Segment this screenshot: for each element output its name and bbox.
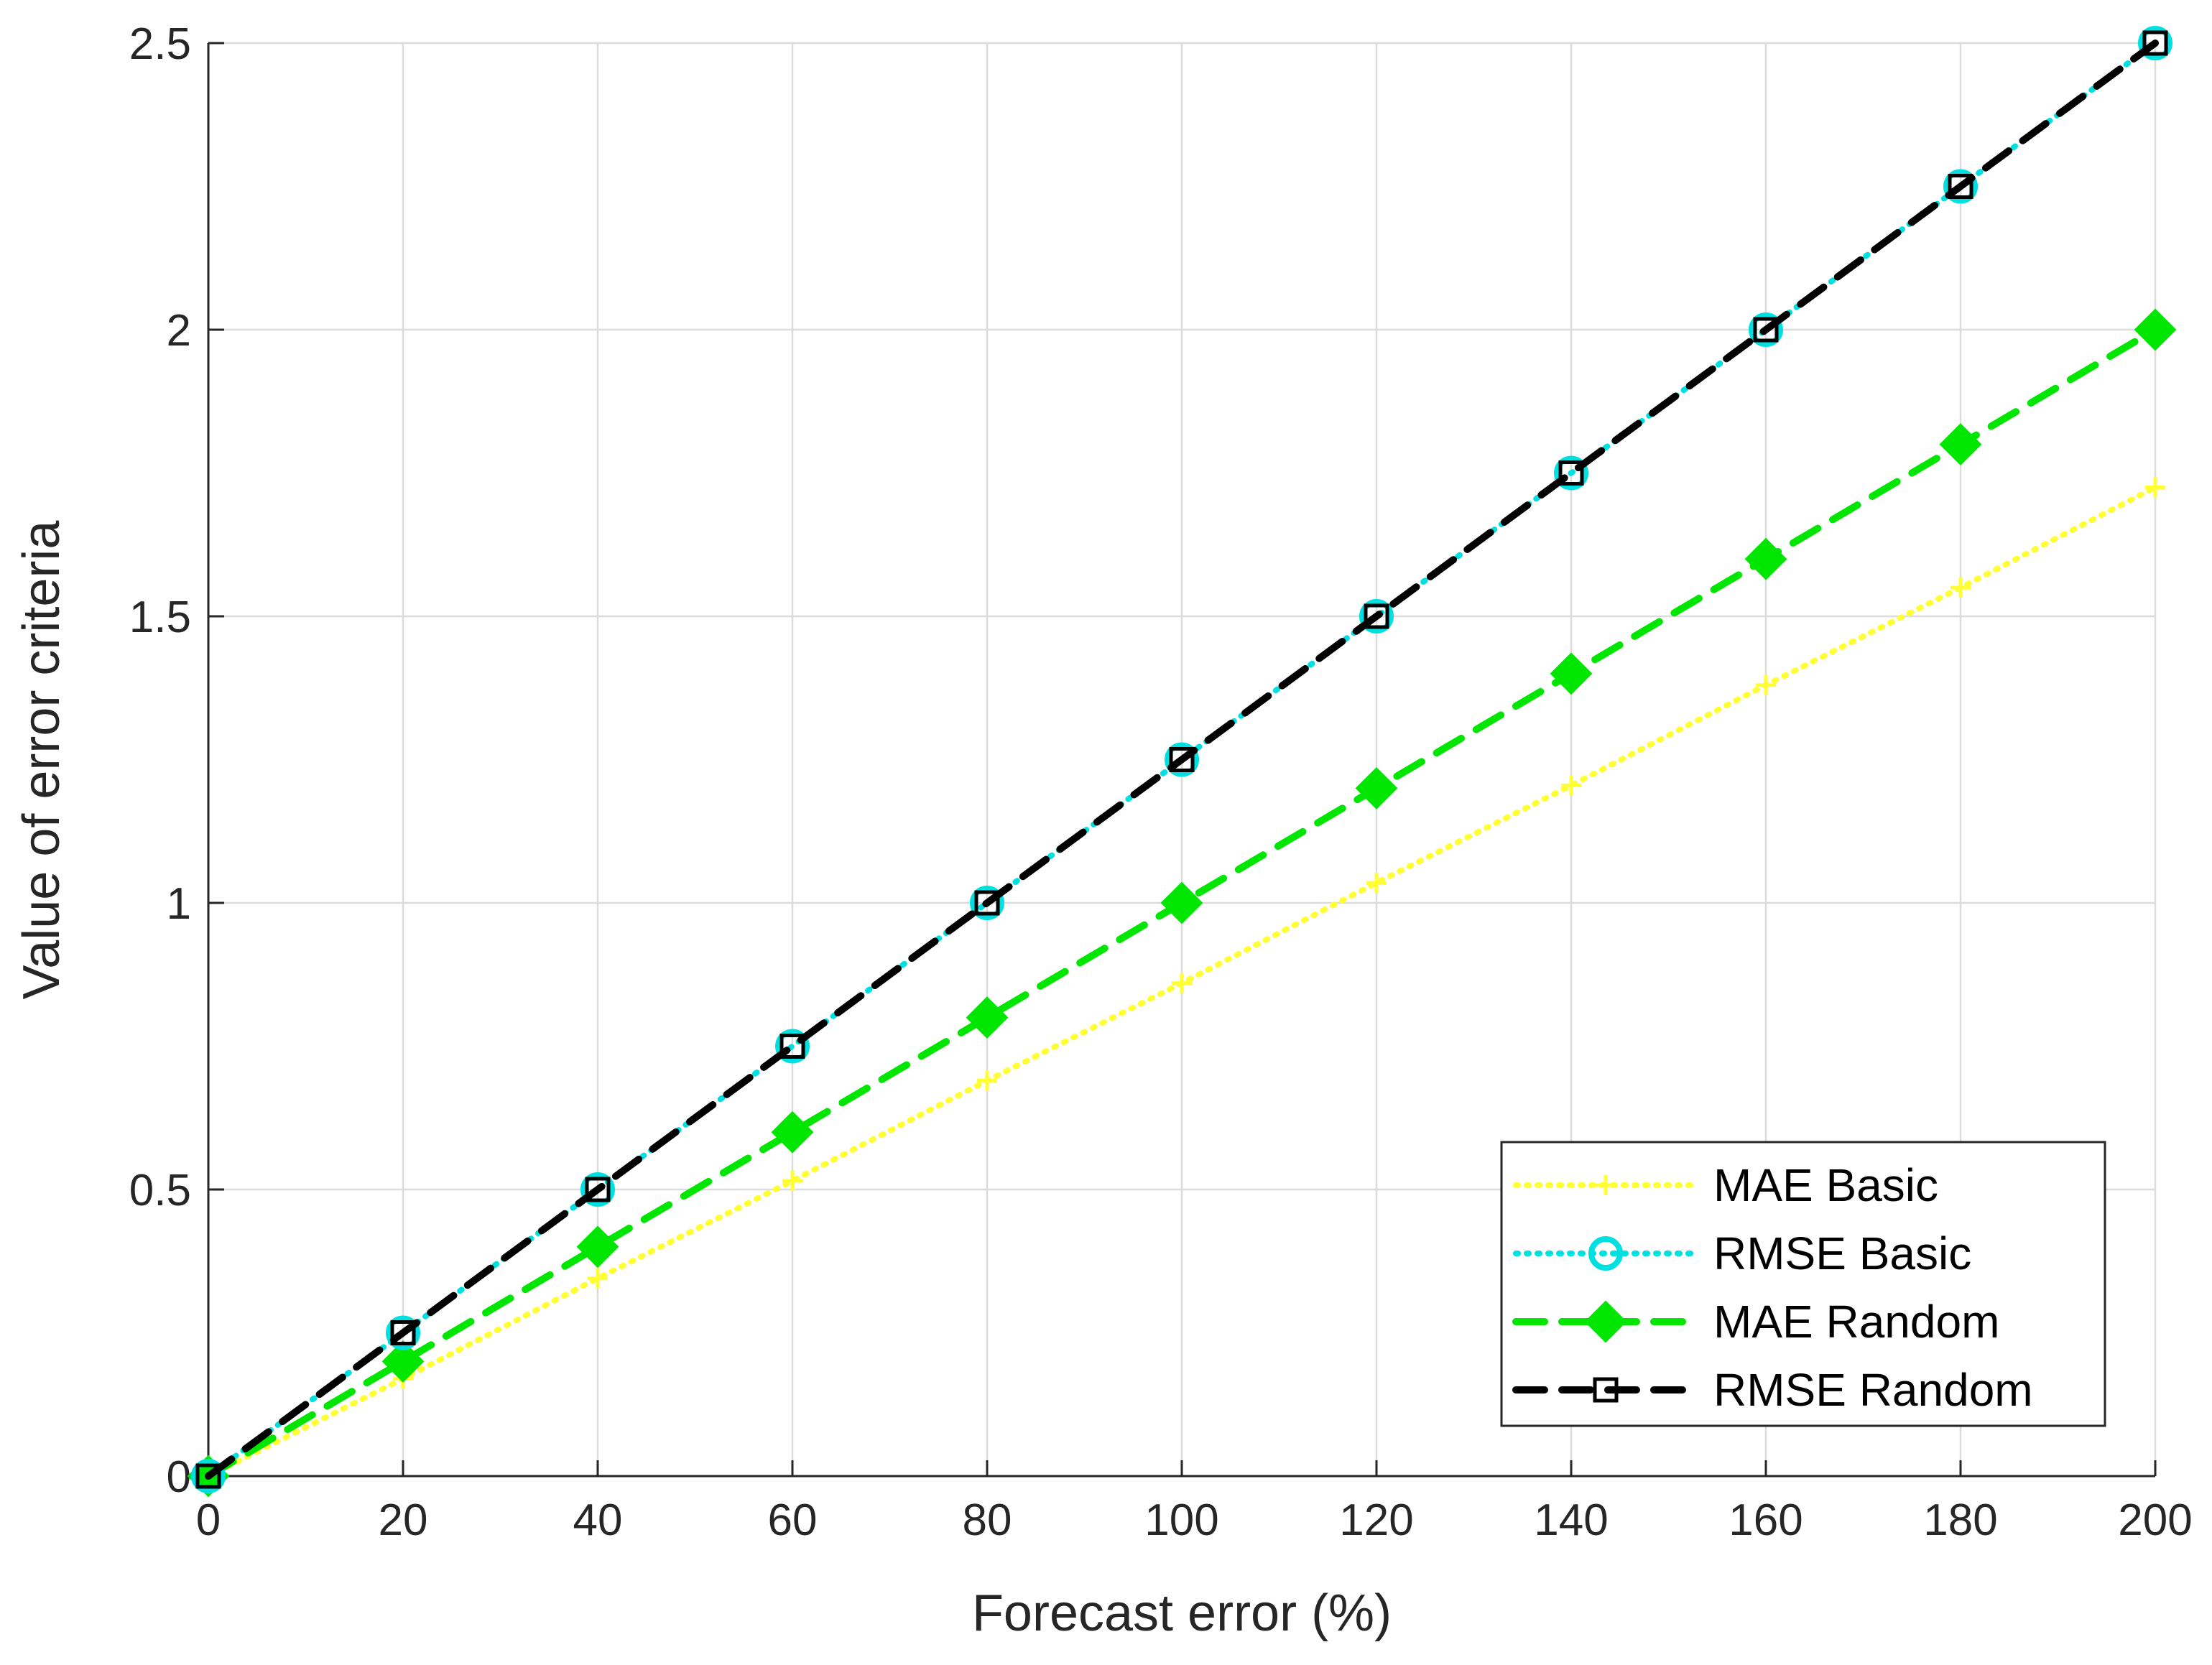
rmse-random-marker bbox=[1948, 174, 1973, 199]
rmse-basic-marker bbox=[1554, 455, 1588, 491]
legend-box bbox=[1500, 1141, 2106, 1427]
rmse-basic-marker bbox=[1749, 312, 1783, 347]
rmse-basic-marker bbox=[1359, 599, 1394, 634]
y-axis-label: Value of error criteria bbox=[13, 520, 70, 1000]
legend-item-rmse-basic: RMSE Basic bbox=[1513, 1228, 1971, 1279]
rmse-random-marker bbox=[390, 1320, 416, 1345]
mae-basic-marker bbox=[1366, 873, 1387, 894]
mae-random-series bbox=[187, 308, 2177, 1498]
x-tick-label: 80 bbox=[963, 1495, 1012, 1545]
mae-random-marker bbox=[1550, 652, 1593, 695]
x-tick-label: 20 bbox=[379, 1495, 428, 1545]
mae-random-marker bbox=[2134, 308, 2177, 351]
mae-random-marker bbox=[1160, 881, 1203, 924]
mae-basic-marker bbox=[1561, 775, 1581, 796]
y-tick-label: 0.5 bbox=[129, 1166, 191, 1215]
legend: MAE Basic RMSE Basic MAE Random RMSE Random bbox=[1500, 1141, 2106, 1427]
x-tick-label: 100 bbox=[1144, 1495, 1218, 1545]
mae-random-marker bbox=[1355, 766, 1398, 810]
y-tick-label: 1.5 bbox=[129, 593, 191, 642]
mae-basic-marker bbox=[1756, 674, 1776, 695]
rmse-basic-marker bbox=[970, 886, 1004, 920]
legend-label: RMSE Random bbox=[1713, 1364, 2033, 1416]
x-tick-label: 40 bbox=[573, 1495, 623, 1545]
mae-basic-marker bbox=[2145, 477, 2165, 498]
legend-mae-random-marker bbox=[1584, 1300, 1627, 1343]
mae-basic-marker bbox=[977, 1070, 997, 1091]
legend-item-mae-basic: MAE Basic bbox=[1513, 1159, 1938, 1211]
mae-random-marker bbox=[771, 1110, 814, 1154]
x-axis-label: Forecast error (%) bbox=[972, 1585, 1392, 1642]
legend-label: MAE Random bbox=[1713, 1296, 1999, 1348]
rmse-random-marker bbox=[1364, 603, 1389, 629]
mae-basic-marker bbox=[782, 1171, 802, 1192]
mae-basic-marker bbox=[1950, 578, 1971, 598]
legend-item-rmse-random: RMSE Random bbox=[1512, 1364, 2033, 1416]
tick-labels: 0 20 40 60 80 100 120 140 160 180 200 0 0.5 1 1.5 2 2.5 bbox=[129, 19, 2193, 1545]
x-tick-label: 180 bbox=[1923, 1495, 1997, 1545]
legend-label: MAE Basic bbox=[1713, 1159, 1938, 1211]
rmse-basic-marker bbox=[2138, 26, 2172, 60]
rmse-random-marker bbox=[779, 1034, 805, 1059]
x-tick-label: 60 bbox=[768, 1495, 818, 1545]
rmse-random-marker bbox=[1558, 460, 1584, 486]
x-tick-label: 0 bbox=[196, 1495, 221, 1545]
y-tick-label: 2.5 bbox=[129, 19, 191, 69]
rmse-basic-marker bbox=[386, 1315, 420, 1350]
legend-item-mae-random: MAE Random bbox=[1512, 1296, 1999, 1348]
x-tick-label: 200 bbox=[2118, 1495, 2192, 1545]
rmse-random-marker bbox=[1169, 747, 1195, 772]
x-tick-label: 140 bbox=[1534, 1495, 1608, 1545]
x-tick-label: 160 bbox=[1729, 1495, 1803, 1545]
y-tick-label: 0 bbox=[167, 1452, 191, 1502]
mae-basic-marker bbox=[1172, 973, 1192, 993]
mae-random-marker bbox=[1939, 423, 1982, 466]
rmse-basic-marker bbox=[580, 1172, 615, 1207]
y-tick-label: 1 bbox=[167, 879, 191, 929]
mae-basic-marker bbox=[588, 1268, 608, 1289]
rmse-basic-marker bbox=[191, 1459, 226, 1493]
rmse-basic-marker bbox=[1165, 742, 1199, 777]
rmse-random-marker bbox=[2142, 30, 2168, 56]
rmse-basic-marker bbox=[1943, 169, 1978, 204]
rmse-random-line bbox=[205, 40, 2159, 1480]
rmse-random-marker bbox=[1753, 317, 1779, 343]
legend-rmse-random-marker bbox=[1593, 1377, 1619, 1403]
rmse-basic-marker bbox=[775, 1029, 810, 1064]
legend-mae-basic-marker bbox=[1596, 1175, 1616, 1195]
rmse-random-series bbox=[195, 30, 2168, 1489]
x-tick-label: 120 bbox=[1339, 1495, 1413, 1545]
mae-random-marker bbox=[576, 1225, 619, 1269]
rmse-random-marker bbox=[195, 1463, 221, 1489]
rmse-random-marker bbox=[974, 890, 1000, 916]
mae-random-marker bbox=[966, 996, 1009, 1039]
mae-random-marker bbox=[1744, 537, 1787, 580]
legend-rmse-basic-marker bbox=[1588, 1236, 1623, 1271]
y-tick-label: 2 bbox=[167, 306, 191, 356]
rmse-random-marker bbox=[585, 1177, 611, 1202]
mae-random-marker bbox=[381, 1340, 425, 1383]
legend-label: RMSE Basic bbox=[1713, 1228, 1971, 1279]
series-layer bbox=[187, 26, 2177, 1498]
